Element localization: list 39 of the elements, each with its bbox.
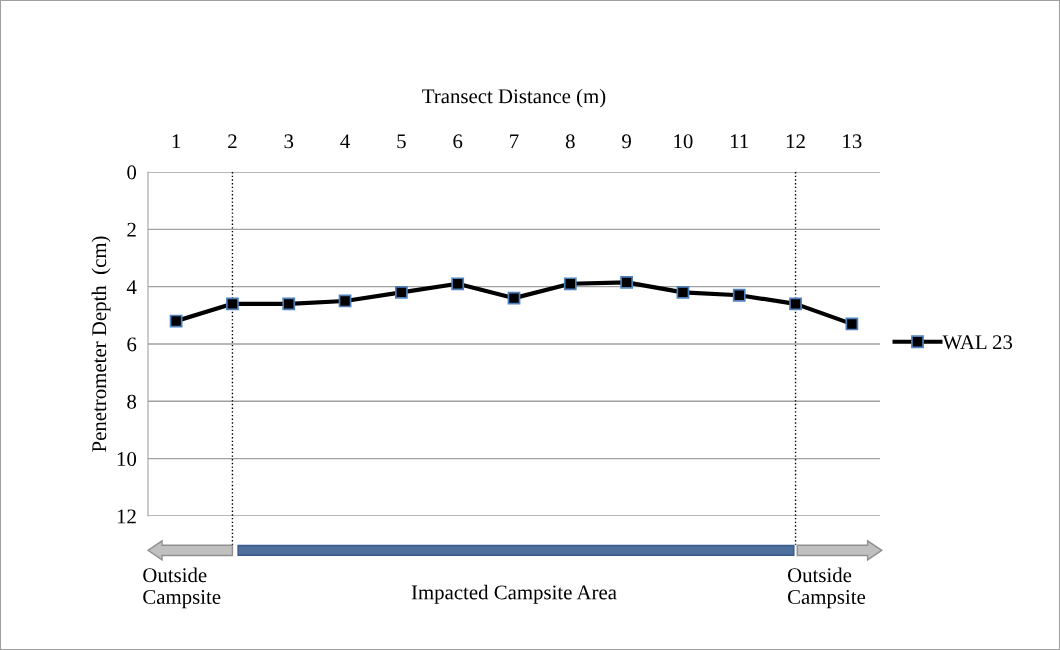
x-tick-label: 3 <box>284 134 294 149</box>
y-axis-title: Penetrometer Depth (cm) <box>91 236 111 452</box>
x-tick-label: 13 <box>843 134 862 149</box>
legend-label: WAL 23 <box>942 335 1013 350</box>
x-tick-label: 5 <box>397 134 406 149</box>
y-tick-label: 4 <box>126 280 137 294</box>
y-tick-label: 0 <box>127 165 137 180</box>
x-tick-label: 4 <box>340 134 350 149</box>
point <box>845 317 859 331</box>
x-tick-label: 9 <box>622 134 631 149</box>
point <box>732 288 746 302</box>
point <box>451 277 465 291</box>
x-axis-title: Transect Distance (m) <box>422 88 606 108</box>
point <box>620 275 634 289</box>
x-tick-label: 2 <box>228 134 237 149</box>
text: Outside Campsite <box>787 567 866 609</box>
point <box>226 297 239 311</box>
point <box>338 294 352 308</box>
y-tick-label: 6 <box>127 337 137 352</box>
point <box>676 285 690 299</box>
x-tick-label: 7 <box>510 134 519 149</box>
point <box>507 291 521 305</box>
x-tick-label: 12 <box>786 134 805 149</box>
text: Impacted Campsite Area <box>411 584 617 604</box>
x-tick-label: 10 <box>674 134 693 149</box>
y-tick-label: 8 <box>127 394 137 409</box>
y-tick-label: 12 <box>117 509 136 524</box>
point <box>789 297 802 311</box>
y-tick-label: 2 <box>127 222 136 237</box>
point <box>282 297 296 311</box>
text: Outside Campsite <box>143 567 221 609</box>
point <box>563 277 577 291</box>
x-tick-label: 8 <box>565 134 575 149</box>
x-tick-label: 1 <box>172 134 181 149</box>
x-tick-label: 6 <box>453 134 463 149</box>
point <box>169 314 183 328</box>
point <box>394 285 408 299</box>
x-tick-label: 11 <box>731 134 749 149</box>
y-tick-label: 10 <box>117 452 137 467</box>
